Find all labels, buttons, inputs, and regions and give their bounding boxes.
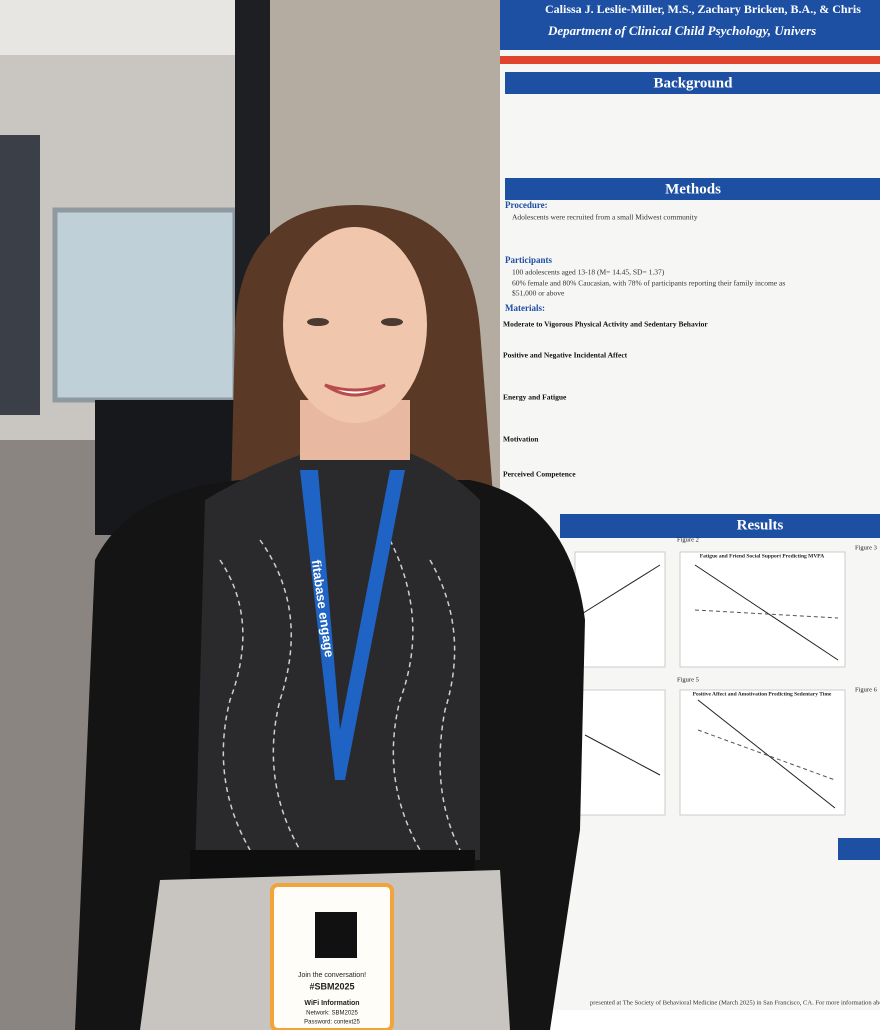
badge-text: WiFi Information (304, 1000, 359, 1007)
eye (307, 318, 329, 326)
section-title: Methods (665, 181, 721, 197)
badge-text: Network: SBM2025 (306, 1011, 358, 1017)
subhead: Participants (505, 255, 552, 265)
figure-panel (574, 689, 666, 816)
subhead: Procedure: (505, 200, 548, 210)
figure-line (694, 564, 839, 661)
material-head: Perceived Competence (503, 470, 576, 479)
figure-label: Figure 5 (677, 676, 699, 683)
material-head: Positive and Negative Incidental Affect (503, 351, 628, 360)
bullet: 60% female and 80% Caucasian, with 78% o… (512, 279, 785, 288)
figure-line (697, 699, 836, 809)
lanyard (300, 470, 405, 780)
poster-stripe (500, 56, 880, 64)
bullet: $51,000 or above (512, 289, 565, 298)
section-band (505, 178, 880, 200)
bullet: Adolescents were recruited from a small … (512, 213, 698, 222)
badge-text: Password: context25 (304, 1020, 360, 1026)
section-title: Results (737, 517, 784, 533)
figure-label: Figure 3 (855, 544, 877, 551)
section-band (560, 514, 880, 538)
subhead: Materials: (505, 303, 545, 313)
section-band (505, 72, 880, 94)
top-pattern (219, 539, 461, 851)
figure-label: Figure 6 (855, 686, 878, 693)
figure-line (584, 734, 661, 776)
section-band (838, 838, 880, 860)
poster-department: Department of Clinical Child Psychology,… (547, 23, 816, 38)
patterned-top (195, 440, 480, 870)
figure-line (694, 609, 839, 619)
poster-footer: presented at The Society of Behavioral M… (590, 999, 880, 1006)
poster-authors: Calissa J. Leslie-Miller, M.S., Zachary … (545, 2, 861, 16)
figure-line (579, 564, 661, 616)
bullet: 100 adolescents aged 13-18 (M= 14.45, SD… (512, 268, 665, 277)
face (283, 227, 427, 423)
qr-code (315, 912, 357, 958)
figure-label: Figure 2 (677, 536, 699, 543)
section-title: Background (654, 75, 734, 91)
ceiling (0, 0, 240, 55)
poster-header (500, 0, 880, 50)
badge-text: Join the conversation! (298, 972, 366, 979)
badge-text: #SBM2025 (309, 981, 354, 991)
material-head: Energy and Fatigue (503, 393, 567, 402)
window (52, 207, 238, 403)
material-head: Motivation (503, 435, 539, 444)
figure-line (697, 729, 836, 781)
eye (381, 318, 403, 326)
material-head: Moderate to Vigorous Physical Activity a… (503, 320, 708, 329)
figure-title: Positive Affect and Amotivation Predicti… (693, 691, 832, 697)
smile (324, 383, 386, 397)
stone-wall (0, 135, 40, 415)
figure-title: Fatigue and Friend Social Support Predic… (700, 553, 824, 559)
